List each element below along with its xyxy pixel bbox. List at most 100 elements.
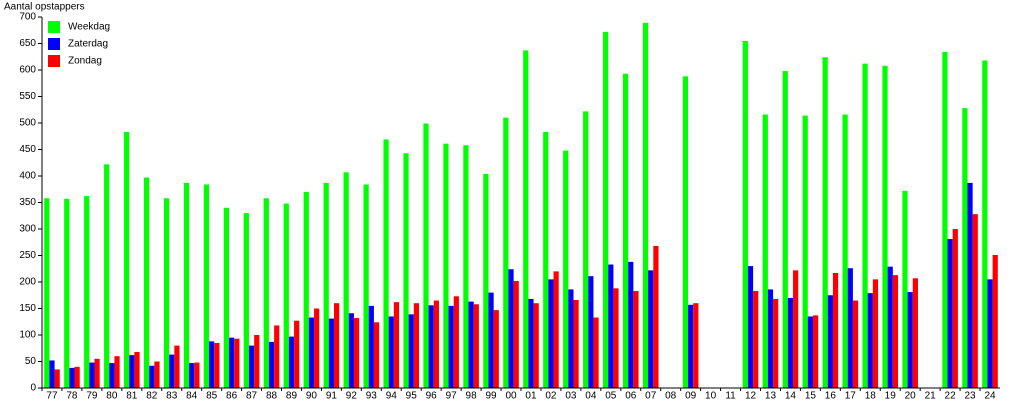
bar [263, 198, 269, 388]
bar [852, 300, 859, 388]
bar [124, 132, 130, 388]
bar [183, 182, 190, 388]
bar [234, 338, 240, 388]
x-tick-label: 23 [965, 391, 977, 400]
bar [862, 63, 868, 388]
bar [104, 164, 110, 388]
bar [428, 305, 434, 388]
bar [149, 365, 155, 388]
bar [528, 298, 534, 388]
x-tick-label: 19 [885, 391, 897, 400]
bar [114, 356, 120, 388]
bar [353, 318, 360, 388]
bar [163, 198, 170, 388]
x-tick-label: 09 [685, 391, 697, 400]
x-tick-label: 10 [705, 391, 717, 400]
bar [543, 132, 549, 388]
bar [688, 304, 694, 388]
bar [74, 366, 80, 388]
bar [463, 145, 469, 388]
bar [548, 279, 554, 388]
bar [448, 305, 454, 388]
x-tick-label: 03 [565, 391, 577, 400]
x-tick-label: 84 [186, 391, 198, 400]
y-tick-label: 300 [19, 224, 36, 235]
bar [248, 345, 255, 388]
y-tick-label: 350 [19, 197, 36, 208]
bar [243, 213, 249, 388]
bar [912, 278, 918, 388]
bar [109, 363, 115, 388]
x-tick-label: 77 [46, 391, 58, 400]
bar [563, 150, 569, 388]
y-tick-label: 650 [19, 38, 36, 49]
bar [89, 362, 95, 388]
bar [348, 313, 354, 388]
bar [294, 320, 300, 388]
bar [254, 335, 260, 388]
x-tick-label: 16 [825, 391, 837, 400]
x-tick-label: 99 [486, 391, 498, 400]
bar [323, 182, 329, 388]
bar [154, 361, 160, 388]
y-tick-label: 100 [19, 330, 36, 341]
bar [793, 270, 799, 388]
bar [143, 177, 150, 388]
x-tick-label: 86 [226, 391, 238, 400]
legend-swatch [48, 21, 60, 33]
bar [368, 305, 374, 388]
bar [64, 198, 70, 388]
bar [603, 31, 609, 389]
bar [568, 289, 574, 388]
bar [822, 57, 828, 388]
x-tick-label: 08 [665, 391, 677, 400]
bar [44, 198, 50, 388]
bar [408, 314, 414, 388]
bar [613, 288, 619, 388]
bar [947, 239, 953, 388]
bar [223, 207, 230, 388]
bar [194, 362, 200, 388]
bar [827, 295, 833, 388]
y-tick-label: 200 [19, 277, 36, 288]
bar [573, 300, 579, 388]
x-tick-label: 88 [266, 391, 278, 400]
bar [49, 360, 55, 388]
bar [423, 123, 429, 388]
bar [388, 316, 394, 388]
x-tick-label: 02 [545, 391, 557, 400]
x-tick-label: 87 [246, 391, 258, 400]
bar [393, 302, 400, 388]
x-tick-label: 01 [525, 391, 537, 400]
x-tick-label: 05 [605, 391, 617, 400]
bar [433, 300, 439, 388]
bar [328, 318, 334, 388]
bar [209, 341, 215, 388]
y-tick-label: 600 [19, 65, 36, 76]
bar [483, 173, 489, 388]
bar [807, 316, 813, 388]
x-tick-label: 20 [905, 391, 917, 400]
bar [802, 115, 808, 388]
x-tick-label: 92 [346, 391, 358, 400]
x-tick-label: 90 [306, 391, 318, 400]
legend-label: Weekdag [68, 22, 110, 33]
bar [343, 172, 349, 388]
bar [952, 229, 958, 388]
bar [468, 301, 474, 388]
bar [69, 367, 75, 388]
x-tick-label: 94 [386, 391, 398, 400]
bar [593, 317, 599, 388]
bar [94, 358, 100, 388]
bar [488, 292, 494, 388]
x-tick-label: 15 [805, 391, 817, 400]
bar [832, 272, 839, 388]
bar [872, 279, 879, 388]
bar [773, 298, 779, 388]
x-tick-label: 80 [106, 391, 118, 400]
bar [308, 317, 315, 388]
bar [742, 40, 748, 388]
bar [608, 264, 614, 388]
x-tick-label: 06 [625, 391, 637, 400]
